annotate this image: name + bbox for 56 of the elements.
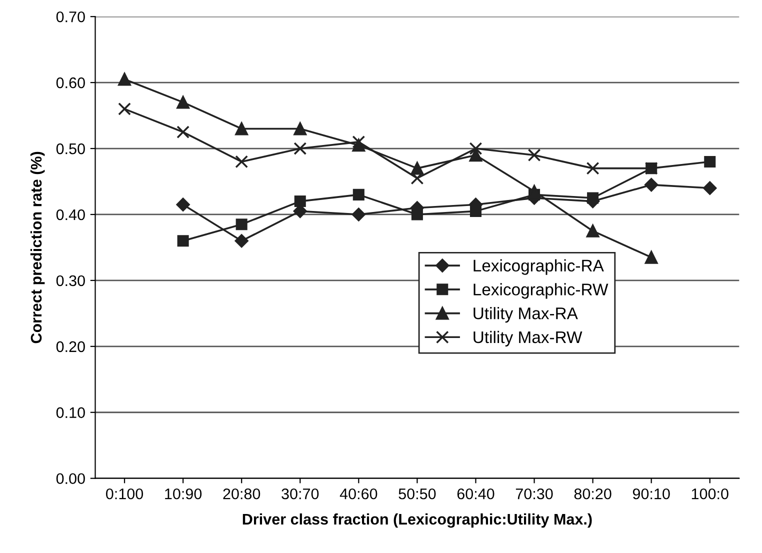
point [294, 142, 307, 155]
point [235, 122, 248, 136]
y-tick-label: 0.00 [56, 473, 85, 484]
point [528, 148, 541, 162]
y-tick-label: 0.50 [56, 143, 85, 154]
point [235, 155, 248, 168]
x-tick-label: 100:0 [692, 488, 728, 500]
y-tick-label: 0.70 [56, 11, 85, 22]
point [176, 126, 190, 138]
point [528, 184, 541, 198]
point [586, 224, 600, 238]
x-tick-label: 50:50 [398, 488, 436, 500]
point [704, 156, 716, 168]
point [176, 198, 190, 212]
x-tick-label: 70:30 [516, 488, 553, 500]
point [703, 181, 717, 195]
x-tick-label: 80:20 [574, 488, 612, 500]
x-tick-label: 40:60 [340, 488, 378, 500]
point [177, 235, 189, 247]
point [118, 72, 131, 86]
point [470, 205, 482, 217]
point [644, 178, 658, 192]
point [410, 162, 424, 175]
point [644, 250, 658, 264]
x-tick-label: 10:90 [165, 488, 202, 500]
x-tick-label: 60:40 [457, 488, 494, 500]
point [294, 196, 306, 208]
x-tick-label: 0:100 [106, 488, 144, 500]
point [352, 208, 366, 222]
point [118, 102, 131, 116]
point [294, 122, 307, 136]
point [587, 192, 599, 204]
x-tick-label: 90:10 [632, 488, 670, 500]
x-axis-title: Driver class fraction (Lexicographic:Utility Max.) [242, 513, 592, 528]
y-tick-label: 0.20 [56, 341, 85, 352]
point [586, 162, 600, 175]
y-tick-label: 0.30 [56, 275, 85, 286]
x-tick-label: 30:70 [282, 488, 319, 500]
x-tick-label: 20:80 [223, 488, 260, 500]
legend-label: Utility Max-RW [474, 330, 582, 346]
y-axis-title: Correct prediction rate (%) [30, 152, 45, 344]
point [410, 172, 424, 185]
point [236, 218, 248, 230]
y-tick-label: 0.40 [56, 209, 85, 220]
point [352, 135, 366, 148]
legend-label: Utility Max-RA [474, 307, 578, 323]
point [469, 148, 482, 162]
legend-label: Lexicographic-RA [474, 259, 604, 275]
point [176, 96, 190, 109]
y-tick-label: 0.10 [56, 407, 85, 418]
point [411, 208, 423, 220]
point [234, 234, 248, 248]
legend-label: Lexicographic-RW [474, 283, 608, 299]
point [469, 142, 482, 155]
y-tick-label: 0.60 [56, 77, 85, 88]
point [352, 188, 364, 200]
